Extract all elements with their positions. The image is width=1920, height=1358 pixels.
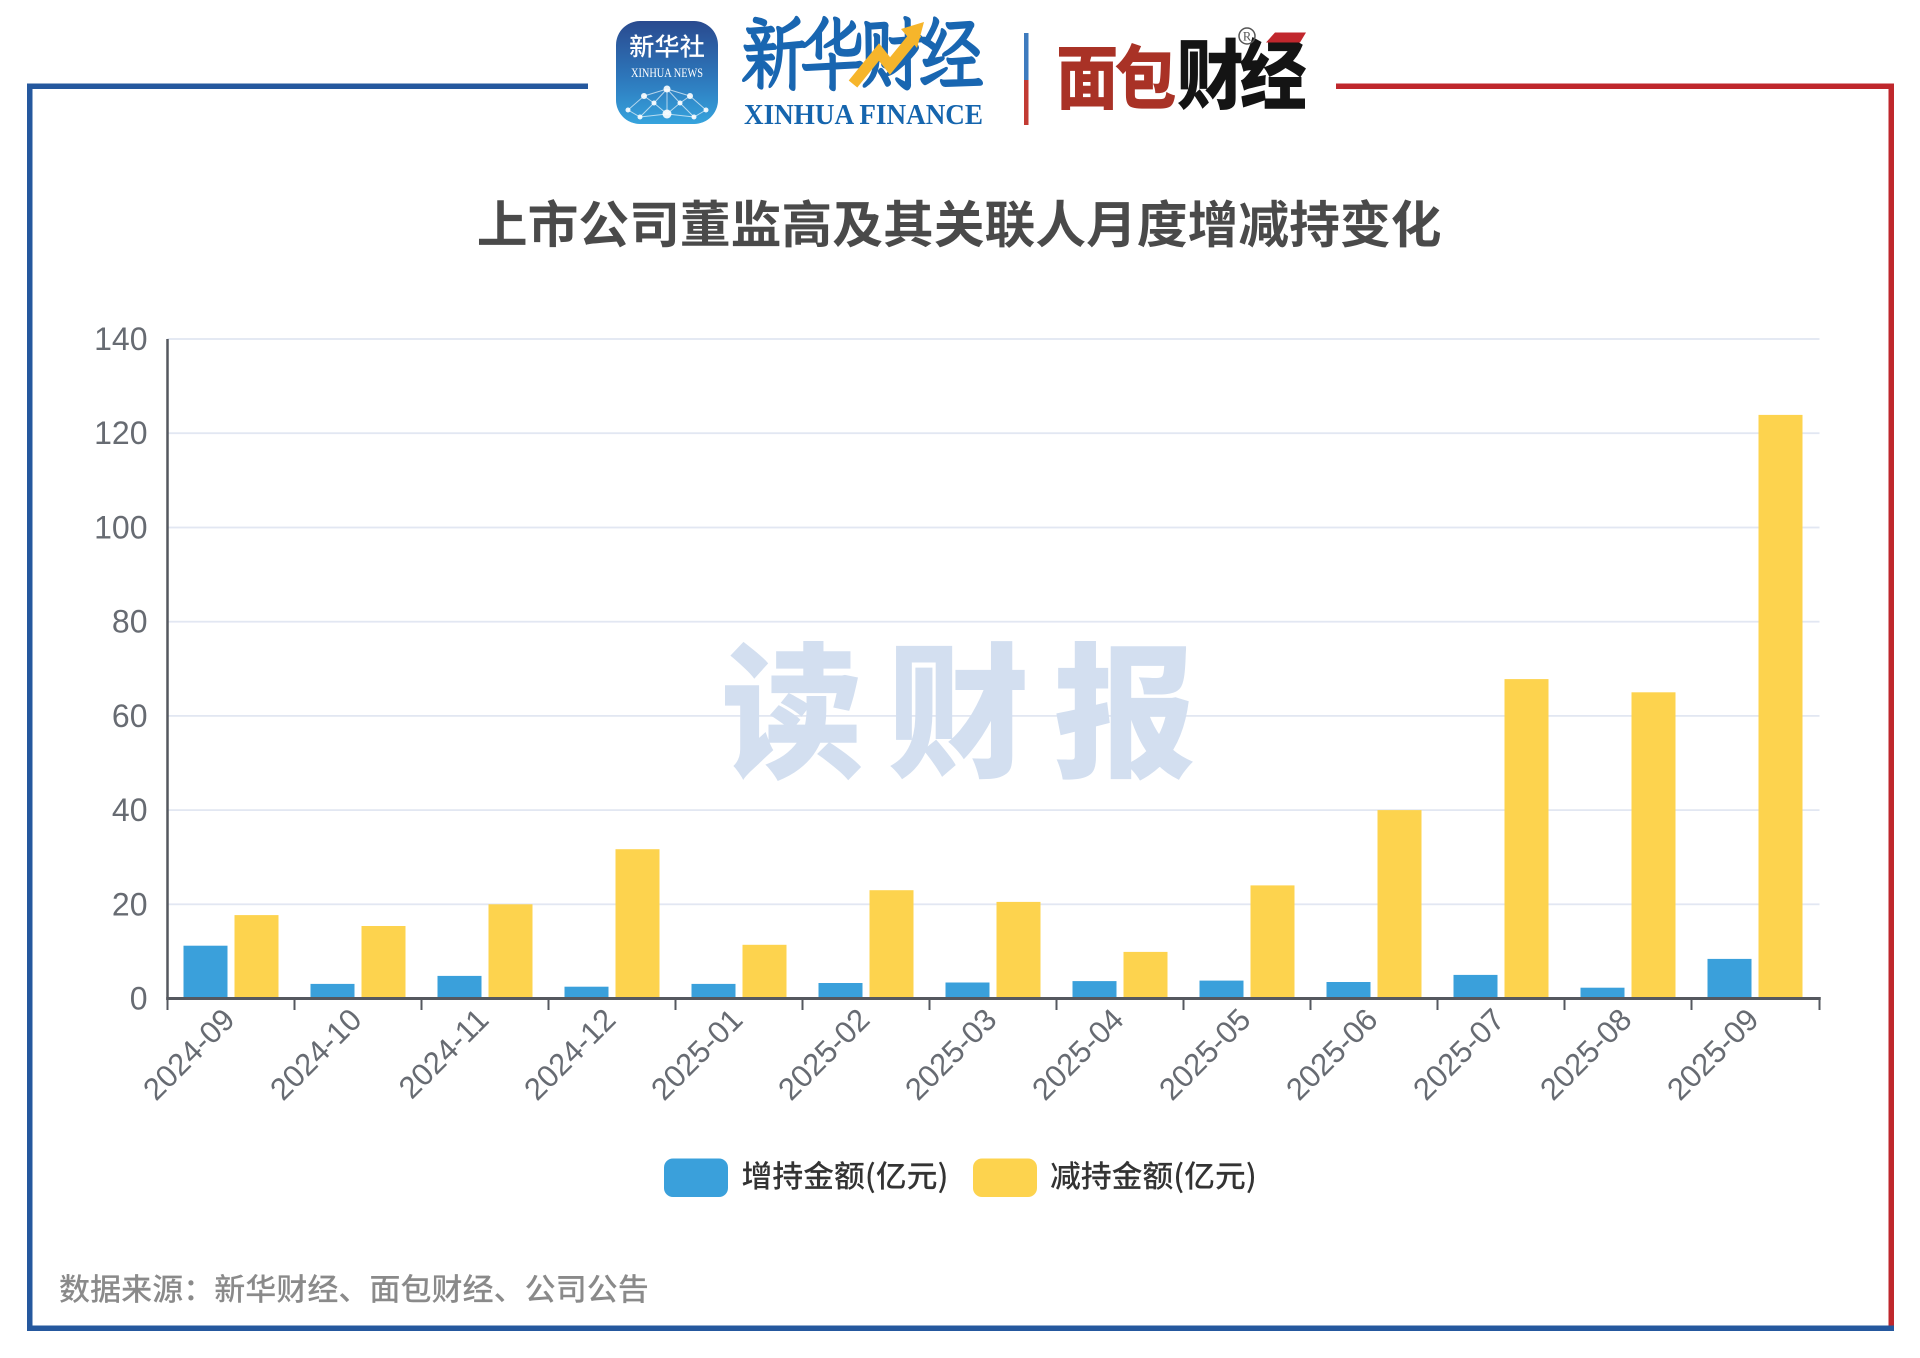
svg-text:20: 20 — [112, 886, 148, 922]
svg-text:2025-02: 2025-02 — [771, 1002, 876, 1107]
svg-text:40: 40 — [112, 792, 148, 828]
svg-text:R: R — [1243, 30, 1252, 44]
svg-text:2025-09: 2025-09 — [1660, 1002, 1765, 1107]
svg-text:100: 100 — [94, 510, 147, 546]
svg-text:2025-01: 2025-01 — [644, 1002, 749, 1107]
svg-text:XINHUA FINANCE: XINHUA FINANCE — [744, 100, 983, 131]
svg-text:XINHUA NEWS: XINHUA NEWS — [631, 65, 703, 80]
svg-text:2025-05: 2025-05 — [1152, 1002, 1257, 1107]
svg-text:2025-08: 2025-08 — [1533, 1002, 1638, 1107]
svg-text:2024-11: 2024-11 — [392, 1002, 496, 1106]
svg-text:140: 140 — [94, 321, 147, 357]
svg-text:0: 0 — [130, 981, 148, 1017]
svg-text:2024-09: 2024-09 — [136, 1002, 241, 1107]
svg-text:2025-06: 2025-06 — [1279, 1002, 1384, 1107]
svg-text:2025-07: 2025-07 — [1406, 1002, 1511, 1107]
svg-text:60: 60 — [112, 698, 148, 734]
svg-text:2024-10: 2024-10 — [263, 1002, 368, 1107]
svg-text:80: 80 — [112, 604, 148, 640]
svg-text:2025-04: 2025-04 — [1025, 1002, 1130, 1107]
svg-text:2025-03: 2025-03 — [898, 1002, 1003, 1107]
svg-text:2024-12: 2024-12 — [517, 1002, 622, 1107]
svg-text:120: 120 — [94, 415, 147, 451]
